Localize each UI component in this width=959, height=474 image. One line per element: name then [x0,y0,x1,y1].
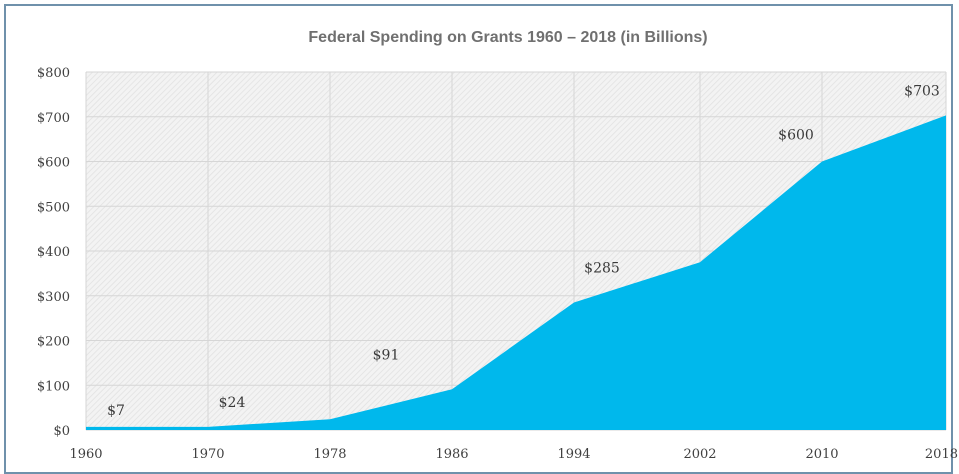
y-tick-label: $400 [37,245,70,260]
data-labels: $7 $24 $91 $285 $600 $703 [107,83,940,418]
data-label: $7 [107,403,125,419]
x-tick-label: 1970 [191,447,224,462]
x-tick-label: 1978 [313,447,346,462]
x-tick-label: 2002 [683,447,716,462]
area-series [86,115,946,430]
x-tick-label: 1960 [69,447,102,462]
y-tick-label: $300 [37,290,70,305]
data-label: $91 [373,347,400,363]
area-fill [86,115,946,430]
y-tick-label: $0 [53,424,70,439]
data-label: $24 [219,395,246,411]
x-tick-label: 1986 [435,447,468,462]
x-tick-label: 2010 [805,447,838,462]
y-axis: $0 $100 $200 $300 $400 $500 $600 $700 $800 [37,66,70,439]
x-tick-label: 1994 [557,447,590,462]
data-label: $600 [778,128,814,144]
chart-title: Federal Spending on Grants 1960 – 2018 (… [308,29,707,46]
y-tick-label: $600 [37,156,70,171]
x-axis: 1960 1970 1978 1986 1994 2002 2010 2018 [69,447,958,462]
y-tick-label: $100 [37,379,70,394]
y-tick-label: $200 [37,335,70,350]
data-label: $285 [584,260,620,276]
data-label: $703 [904,83,940,99]
y-tick-label: $500 [37,200,70,215]
y-tick-label: $800 [37,66,70,81]
x-tick-label: 2018 [925,447,958,462]
y-tick-label: $700 [37,111,70,126]
